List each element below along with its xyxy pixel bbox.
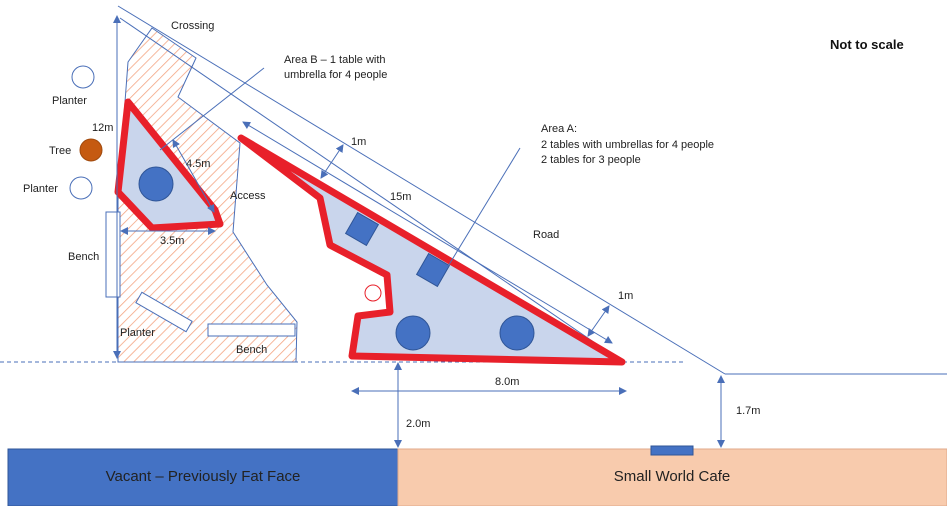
dim-8m-label: 8.0m [495,376,519,388]
area-b-round-table [138,166,174,202]
area-b-leader [159,67,265,151]
dim-1m-right-label: 1m [618,290,633,302]
dim-1m-top-label: 1m [351,136,366,148]
dim-3-5m-label: 3.5m [160,235,184,247]
cafe-shop-label: Small World Cafe [614,468,730,485]
dim-15m-line [242,121,613,344]
planter-bottom-label: Planter [120,327,155,339]
area-a-line2: 2 tables for 3 people [541,154,641,166]
area-a-leader [446,147,521,269]
planter-mid-label: Planter [23,183,58,195]
area-b-label-line2: umbrella for 4 people [284,69,387,81]
bench-bottom-label: Bench [236,344,267,356]
tree-icon [79,138,103,162]
dim-12m-label: 12m [92,122,113,134]
area-a-round-table-1 [395,315,431,351]
dim-1m-right-line [587,305,610,337]
dim-15m-label: 15m [390,191,411,203]
area-a-line1: 2 tables with umbrellas for 4 people [541,139,714,151]
crossing-label: Crossing [171,20,214,32]
scale-note: Not to scale [830,37,904,52]
area-a-seating [237,134,626,366]
bench-bottom [207,323,296,337]
dim-4-5m-label: 4.5m [186,158,210,170]
planter-bottom [135,291,193,333]
dim-2m-label: 2.0m [406,418,430,430]
planter-top-icon [71,65,95,89]
vacant-shop-label: Vacant – Previously Fat Face [106,468,301,485]
planter-mid-icon [69,176,93,200]
bench-left [105,211,121,298]
access-label: Access [230,190,266,202]
area-a-round-table-2 [499,315,535,351]
cafe-shop-front [397,448,947,506]
area-a-title: Area A: [541,123,577,135]
dim-1-7m-label: 1.7m [736,405,760,417]
planter-top-label: Planter [52,95,87,107]
dim-4-5m-line [172,139,215,213]
road-label: Road [533,229,559,241]
dim-1m-top-line [320,144,344,179]
vacant-shop-front [7,448,399,506]
tree-label: Tree [49,145,71,157]
bench-left-label: Bench [68,251,99,263]
cafe-door [650,445,694,456]
small-marker-circle [364,284,382,302]
area-b-label: Area B – 1 table with [284,54,386,66]
